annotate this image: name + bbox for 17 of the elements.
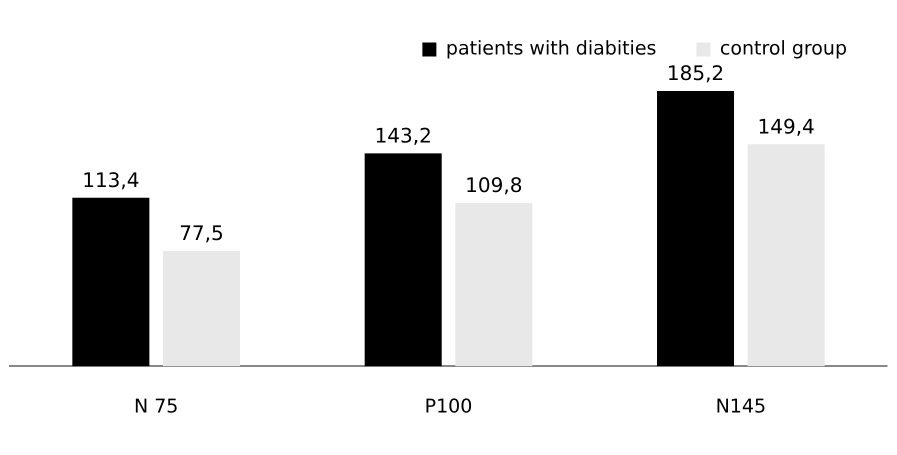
bar [657, 90, 734, 366]
bar [72, 198, 150, 366]
bar [162, 251, 240, 366]
data-label: 77,5 [179, 221, 224, 246]
data-label: 113,4 [82, 168, 140, 192]
data-label: 143,2 [374, 124, 432, 148]
x-tick-label: N145 [716, 396, 766, 418]
data-label: 109,8 [465, 173, 522, 198]
bar [748, 144, 825, 366]
x-tick-label: N 75 [134, 396, 178, 418]
bar [455, 203, 532, 366]
legend-label: control group [720, 37, 848, 60]
x-tick-label: P100 [424, 396, 472, 418]
data-label: 185,2 [666, 61, 724, 86]
data-label: 149,4 [758, 114, 815, 138]
legend-label: patients with diabities [446, 37, 656, 60]
bar [364, 153, 442, 366]
